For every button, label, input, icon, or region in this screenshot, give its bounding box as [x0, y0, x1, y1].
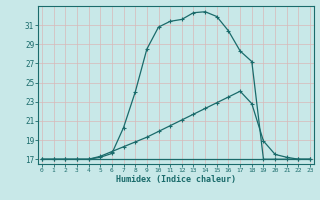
X-axis label: Humidex (Indice chaleur): Humidex (Indice chaleur)	[116, 175, 236, 184]
